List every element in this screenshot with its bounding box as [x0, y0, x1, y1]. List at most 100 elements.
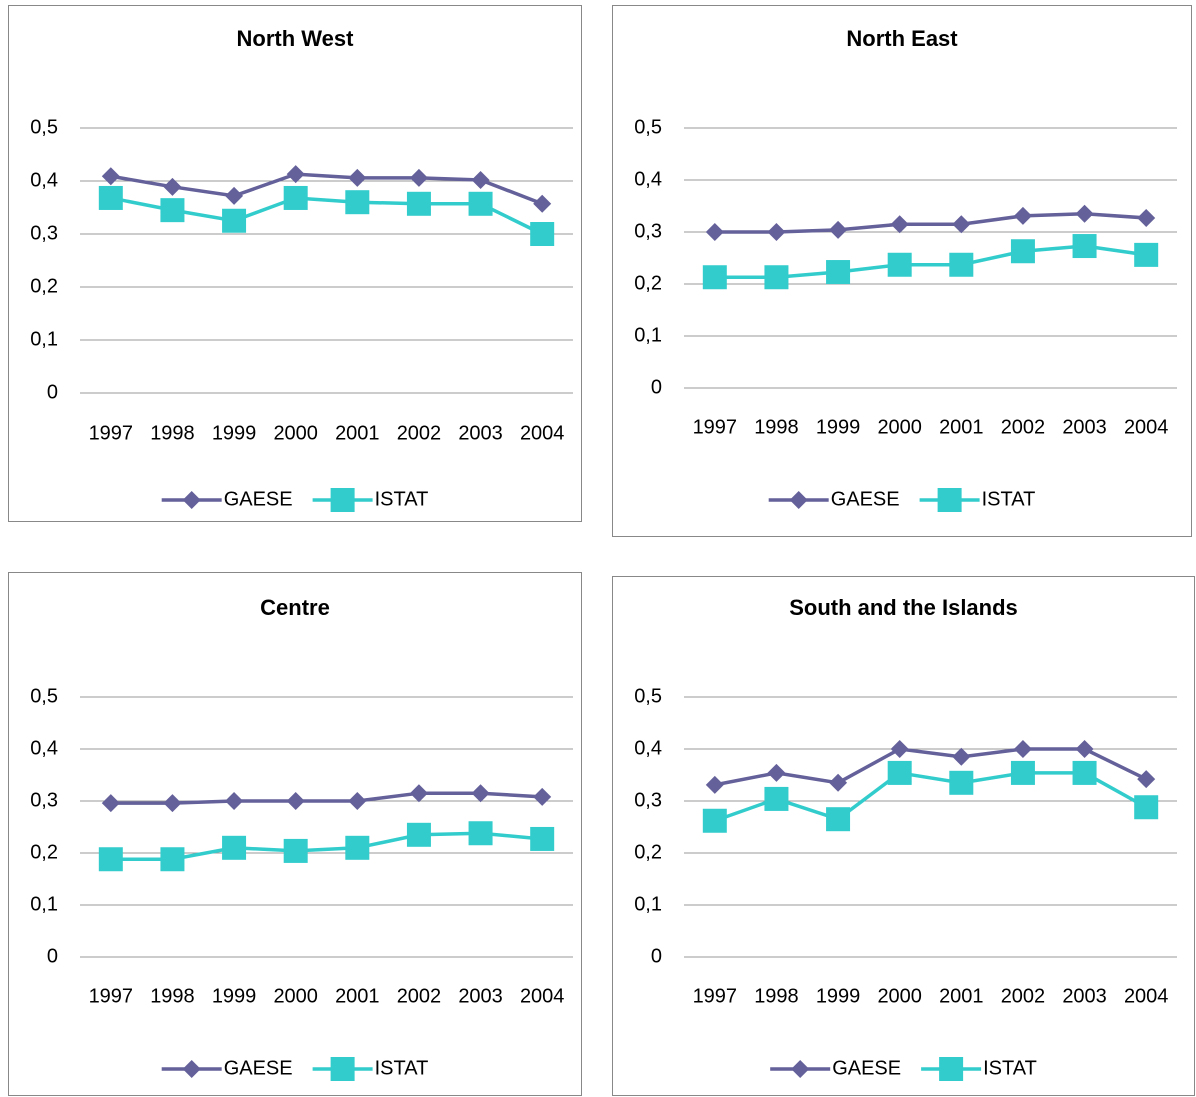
- x-tick-label: 2004: [520, 985, 565, 1007]
- x-tick-label: 2002: [1001, 985, 1046, 1007]
- legend: GAESE ISTAT: [768, 488, 1036, 512]
- y-tick-label: 0,1: [30, 328, 58, 350]
- marker: [286, 165, 305, 184]
- y-tick-label: 0,3: [634, 789, 662, 811]
- x-tick-label: 1998: [150, 985, 195, 1007]
- marker: [829, 773, 848, 792]
- marker: [533, 194, 552, 213]
- x-tick-label: 1997: [693, 416, 738, 438]
- marker: [471, 170, 490, 189]
- marker: [225, 186, 244, 205]
- panel-border: [8, 572, 582, 1096]
- y-tick-label: 0: [651, 945, 662, 967]
- marker: [533, 787, 552, 806]
- marker: [887, 252, 912, 277]
- marker: [225, 792, 244, 810]
- y-tick-label: 0: [47, 945, 58, 967]
- marker: [348, 168, 367, 187]
- marker: [1072, 760, 1097, 785]
- marker: [468, 821, 493, 846]
- y-tick-label: 0,1: [30, 893, 58, 915]
- marker: [789, 491, 808, 509]
- x-tick-label: 2004: [520, 422, 565, 444]
- x-tick-label: 1998: [150, 422, 195, 444]
- x-tick-label: 1999: [816, 416, 861, 438]
- y-tick-label: 0,4: [30, 737, 58, 759]
- marker: [101, 167, 120, 186]
- marker: [1137, 208, 1156, 227]
- panel-border: [612, 576, 1195, 1096]
- marker: [952, 747, 971, 766]
- marker: [1072, 234, 1097, 259]
- marker: [345, 190, 370, 215]
- legend-label: GAESE: [832, 1057, 901, 1079]
- y-tick-label: 0,2: [30, 275, 58, 297]
- marker: [826, 807, 851, 832]
- marker: [767, 763, 786, 782]
- x-tick-label: 2003: [1062, 416, 1107, 438]
- chart-panel: South and the Islands 0 0,1 0,2 0,3 0,4 0,5 199…: [612, 576, 1195, 1096]
- x-tick-label: 2001: [335, 422, 380, 444]
- marker: [1010, 760, 1035, 785]
- x-tick-label: 2000: [877, 416, 922, 438]
- x-tick-label: 2002: [1001, 416, 1046, 438]
- x-tick-label: 2000: [877, 985, 922, 1007]
- legend-label: GAESE: [831, 488, 900, 510]
- marker: [101, 794, 120, 813]
- marker: [1013, 206, 1032, 225]
- chart-panel: North East 0 0,1 0,2 0,3 0,4 0,5 1997 1998 1999 20…: [612, 5, 1192, 537]
- marker: [283, 185, 308, 210]
- y-tick-label: 0,3: [634, 220, 662, 242]
- chart-title: North East: [846, 26, 958, 51]
- x-tick-label: 2000: [273, 422, 318, 444]
- y-tick-label: 0,2: [634, 272, 662, 294]
- x-tick-label: 2002: [397, 422, 442, 444]
- chart-panel: Centre 0 0,1 0,2 0,3 0,4 0,5 1997 1998 1999 2000 20…: [8, 572, 582, 1096]
- marker: [890, 215, 909, 234]
- marker: [829, 220, 848, 239]
- x-tick-label: 2001: [939, 985, 984, 1007]
- legend-label: ISTAT: [375, 1057, 429, 1079]
- marker: [949, 770, 974, 795]
- marker: [1075, 740, 1094, 758]
- marker: [409, 168, 428, 187]
- y-tick-label: 0,1: [634, 324, 662, 346]
- marker: [160, 198, 185, 223]
- series-line: [110, 791, 543, 805]
- marker: [952, 215, 971, 234]
- marker: [887, 760, 912, 785]
- x-tick-label: 2001: [335, 985, 380, 1007]
- y-tick-label: 0,5: [30, 685, 58, 707]
- series-line: [714, 212, 1147, 234]
- marker: [937, 488, 962, 512]
- panel-border: [8, 5, 582, 522]
- marker: [348, 792, 367, 810]
- chart-title: Centre: [260, 595, 330, 620]
- marker: [286, 792, 305, 810]
- x-tick-label: 2002: [397, 985, 442, 1007]
- x-tick-label: 1999: [816, 985, 861, 1007]
- x-tick-label: 2001: [939, 416, 984, 438]
- x-tick-label: 1997: [89, 422, 134, 444]
- x-tick-label: 2004: [1124, 416, 1169, 438]
- x-tick-label: 2003: [1062, 985, 1107, 1007]
- series-line: [714, 747, 1147, 787]
- marker: [163, 177, 182, 196]
- y-tick-label: 0,4: [30, 169, 58, 191]
- y-tick-label: 0,4: [634, 737, 662, 759]
- x-tick-label: 1997: [89, 985, 134, 1007]
- marker: [406, 191, 431, 216]
- y-tick-label: 0: [651, 376, 662, 398]
- y-tick-label: 0,5: [30, 116, 58, 138]
- marker: [330, 1057, 355, 1081]
- marker: [705, 775, 724, 794]
- marker: [471, 784, 490, 803]
- legend-label: ISTAT: [982, 488, 1036, 510]
- marker: [939, 1057, 964, 1081]
- y-tick-label: 0,5: [634, 116, 662, 138]
- legend: GAESE ISTAT: [770, 1057, 1037, 1081]
- marker: [702, 265, 727, 290]
- x-tick-label: 1999: [212, 985, 257, 1007]
- marker: [222, 835, 247, 860]
- marker: [530, 826, 555, 851]
